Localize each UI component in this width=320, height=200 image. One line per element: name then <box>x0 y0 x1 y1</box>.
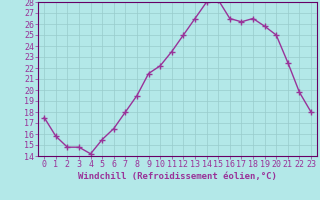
X-axis label: Windchill (Refroidissement éolien,°C): Windchill (Refroidissement éolien,°C) <box>78 172 277 181</box>
